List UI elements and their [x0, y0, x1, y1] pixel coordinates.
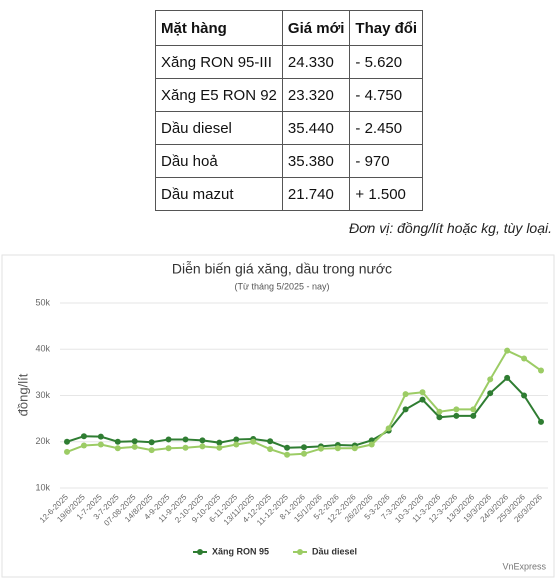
- data-point: [80, 433, 87, 440]
- table-row: Xăng E5 RON 92 23.320- 4.750: [155, 78, 424, 112]
- data-point: [250, 438, 257, 445]
- table-cell: Dầu diesel: [155, 111, 283, 145]
- data-point: [538, 418, 544, 425]
- header-row: Mặt hàng Giá mới Thay đổi: [155, 10, 424, 46]
- table-row: Xăng RON 95-III 24.330- 5.620: [155, 45, 424, 79]
- table-cell: 23.320: [281, 78, 351, 112]
- data-point: [402, 391, 409, 398]
- table-cell: 35.440: [281, 111, 351, 145]
- data-point: [487, 390, 494, 397]
- data-point: [453, 412, 460, 419]
- data-point: [521, 355, 528, 362]
- data-point: [97, 441, 104, 448]
- price-table: Mặt hàng Giá mới Thay đổi Xăng RON 95-II…: [155, 10, 424, 211]
- data-point: [538, 367, 544, 374]
- data-point: [317, 445, 324, 452]
- table-cell: Xăng E5 RON 92: [155, 78, 283, 112]
- legend-label: Xăng RON 95: [212, 546, 269, 556]
- data-point: [64, 438, 70, 445]
- y-tick-label: 20k: [35, 436, 50, 446]
- source: VnExpress: [502, 561, 546, 571]
- y-tick-label: 30k: [35, 390, 50, 400]
- data-point: [131, 438, 138, 445]
- table-row: Dầu hoả 35.380- 970: [155, 144, 424, 178]
- header-cell: Giá mới: [281, 10, 351, 46]
- data-point: [436, 408, 443, 415]
- table-cell: - 2.450: [349, 111, 424, 145]
- data-point: [148, 447, 155, 454]
- table-cell: 21.740: [281, 177, 351, 211]
- data-point: [402, 406, 409, 413]
- data-point: [521, 392, 528, 399]
- data-point: [165, 445, 172, 452]
- data-point: [148, 439, 155, 446]
- table-row: Dầu mazut 21.740 + 1.500: [155, 177, 424, 211]
- data-point: [470, 406, 477, 413]
- data-point: [504, 347, 511, 354]
- data-point: [182, 444, 189, 451]
- table-cell: Dầu mazut: [155, 177, 283, 211]
- data-point: [114, 445, 121, 452]
- data-point: [80, 442, 87, 449]
- table-cell: Dầu hoả: [155, 144, 283, 178]
- chart-title: Diễn biến giá xăng, dầu trong nước: [172, 261, 392, 277]
- data-point: [131, 443, 138, 450]
- data-point: [351, 445, 358, 452]
- data-point: [470, 412, 477, 419]
- legend-label: Dầu diesel: [312, 546, 357, 556]
- data-point: [233, 441, 240, 448]
- chart-subtitle: (Từ tháng 5/2025 - nay): [234, 281, 329, 291]
- data-point: [182, 436, 189, 443]
- table-cell: Xăng RON 95-III: [155, 45, 283, 79]
- data-point: [97, 433, 104, 440]
- data-point: [436, 414, 443, 421]
- data-point: [301, 450, 307, 457]
- y-tick-label: 10k: [35, 482, 50, 492]
- table-row: Dầu diesel 35.440- 2.450: [155, 111, 424, 145]
- table-cell: - 5.620: [349, 45, 424, 79]
- data-point: [368, 441, 375, 448]
- data-point: [419, 389, 426, 396]
- table-cell: 35.380: [281, 144, 351, 178]
- unit-note: Đơn vị: đồng/lít hoặc kg, tùy loại.: [348, 220, 552, 236]
- data-point: [216, 439, 223, 446]
- y-tick-label: 50k: [35, 297, 50, 307]
- data-point: [385, 425, 392, 432]
- data-point: [114, 438, 121, 445]
- header-cell: Thay đổi: [349, 10, 424, 46]
- data-point: [301, 444, 307, 451]
- data-point: [284, 444, 291, 451]
- data-point: [216, 444, 223, 451]
- table-cell: - 970: [349, 144, 424, 178]
- y-tick-label: 40k: [35, 344, 50, 354]
- data-point: [64, 448, 70, 455]
- header-cell: Mặt hàng: [155, 10, 283, 46]
- table-cell: 24.330: [281, 45, 351, 79]
- data-point: [334, 445, 341, 452]
- data-point: [199, 443, 206, 450]
- data-point: [284, 451, 291, 458]
- data-point: [504, 374, 511, 381]
- chart: Diễn biến giá xăng, dầu trong nước (Từ t…: [1, 254, 555, 578]
- data-point: [419, 396, 426, 403]
- data-point: [267, 446, 274, 453]
- data-point: [453, 406, 460, 413]
- y-axis-label: đồng/lít: [15, 373, 30, 416]
- data-point: [487, 376, 494, 383]
- table-body: Xăng RON 95-III 24.330- 5.620 Xăng E5 RON …: [155, 45, 424, 211]
- data-point: [199, 437, 206, 444]
- table-cell: - 4.750: [349, 78, 424, 112]
- data-point: [267, 438, 274, 445]
- data-point: [233, 436, 240, 443]
- table-cell: + 1.500: [349, 177, 424, 211]
- data-point: [165, 436, 172, 443]
